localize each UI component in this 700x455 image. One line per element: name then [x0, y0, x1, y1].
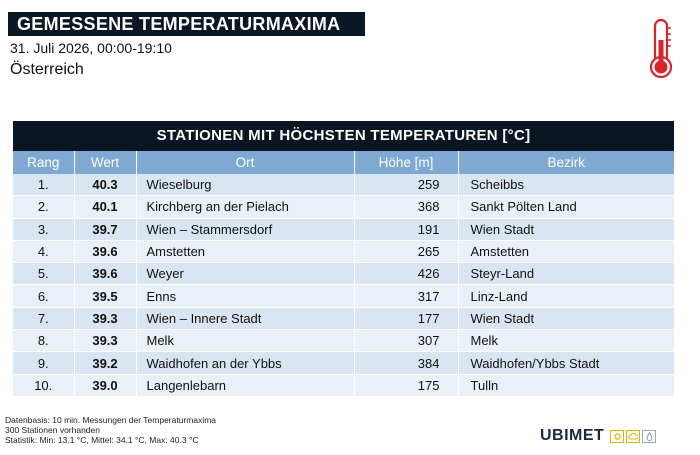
table-row: 9. 39.2 Waidhofen an der Ybbs 384 Waidhofen/…	[13, 351, 674, 375]
cell-rang: 7.	[13, 307, 75, 331]
footer-line: Statistik: Min: 13.1 °C, Mittel: 34.1 °C…	[5, 435, 199, 445]
cell-wert: 39.3	[74, 307, 137, 331]
cell-bezirk: Steyr-Land	[458, 262, 674, 286]
table-row: 1. 40.3 Wieselburg 259 Scheibbs	[13, 174, 674, 197]
cell-wert: 39.0	[74, 374, 137, 397]
table-title: STATIONEN MIT HÖCHSTEN TEMPERATUREN [°C]	[13, 121, 674, 151]
cell-hoehe: 259	[354, 174, 459, 197]
cell-wert: 40.3	[74, 174, 137, 197]
cell-hoehe: 426	[354, 262, 459, 286]
table-row: 7. 39.3 Wien – Innere Stadt 177 Wien Stadt	[13, 307, 674, 331]
footer-line: 300 Stationen vorhanden	[5, 425, 100, 435]
cell-ort: Langenlebarn	[136, 374, 355, 397]
cell-wert: 39.6	[74, 240, 137, 264]
column-header-wert: Wert	[74, 151, 137, 174]
cell-ort: Melk	[136, 329, 355, 353]
cell-bezirk: Linz-Land	[458, 284, 674, 308]
stations-table: STATIONEN MIT HÖCHSTEN TEMPERATUREN [°C]…	[13, 121, 674, 397]
cell-wert: 39.7	[74, 218, 137, 241]
brand-name: UBIMET	[540, 427, 605, 444]
table-row: 4. 39.6 Amstetten 265 Amstetten	[13, 240, 674, 264]
cell-bezirk: Melk	[458, 329, 674, 353]
cell-rang: 2.	[13, 195, 75, 219]
table-row: 2. 40.1 Kirchberg an der Pielach 368 Sankt P…	[13, 195, 674, 219]
cell-rang: 3.	[13, 218, 75, 241]
table-row: 8. 39.3 Melk 307 Melk	[13, 329, 674, 353]
footer-notes: Datenbasis: 10 min. Messungen der Temper…	[5, 415, 216, 445]
cell-rang: 8.	[13, 329, 75, 353]
cell-rang: 6.	[13, 284, 75, 308]
cell-bezirk: Tulln	[458, 374, 674, 397]
cell-ort: Enns	[136, 284, 355, 308]
date-range: 31. Juli 2026, 00:00-19:10	[10, 40, 172, 56]
cell-rang: 1.	[13, 174, 75, 197]
cell-wert: 39.5	[74, 284, 137, 308]
cloud-icon	[626, 429, 641, 443]
cell-bezirk: Wien Stadt	[458, 218, 674, 241]
cell-ort: Weyer	[136, 262, 355, 286]
footer-line: Datenbasis: 10 min. Messungen der Temper…	[5, 415, 217, 425]
thermometer-icon	[649, 18, 673, 79]
cell-wert: 40.1	[74, 195, 137, 219]
cell-ort: Waidhofen an der Ybbs	[136, 351, 355, 375]
cell-wert: 39.3	[74, 329, 137, 353]
cell-rang: 5.	[13, 262, 75, 286]
table-row: 6. 39.5 Enns 317 Linz-Land	[13, 284, 674, 308]
cell-bezirk: Amstetten	[458, 240, 674, 264]
table-header-row: Rang Wert Ort Höhe [m] Bezirk	[13, 151, 674, 174]
cell-bezirk: Scheibbs	[458, 174, 674, 197]
cell-hoehe: 384	[354, 351, 459, 375]
cell-hoehe: 307	[354, 329, 459, 353]
cell-hoehe: 265	[354, 240, 459, 264]
cell-wert: 39.6	[74, 262, 137, 286]
column-header-ort: Ort	[136, 151, 355, 174]
sun-icon	[610, 429, 625, 443]
cell-wert: 39.2	[74, 351, 137, 375]
cell-hoehe: 191	[354, 218, 459, 241]
column-header-hoehe: Höhe [m]	[354, 151, 459, 174]
cell-rang: 9.	[13, 351, 75, 375]
cell-bezirk: Waidhofen/Ybbs Stadt	[458, 351, 674, 375]
cell-rang: 10.	[13, 374, 75, 397]
table-row: 3. 39.7 Wien – Stammersdorf 191 Wien Stadt	[13, 218, 674, 241]
page-title: GEMESSENE TEMPERATURMAXIMA	[8, 12, 365, 36]
cell-hoehe: 317	[354, 284, 459, 308]
table-row: 10. 39.0 Langenlebarn 175 Tulln	[13, 374, 674, 397]
temperature-table: Rang Wert Ort Höhe [m] Bezirk 1. 40.3 Wies…	[13, 151, 674, 397]
table-row: 5. 39.6 Weyer 426 Steyr-Land	[13, 262, 674, 286]
cell-rang: 4.	[13, 240, 75, 264]
cell-hoehe: 175	[354, 374, 459, 397]
cell-ort: Amstetten	[136, 240, 355, 264]
cell-ort: Wien – Stammersdorf	[136, 218, 355, 241]
cell-hoehe: 368	[354, 195, 459, 219]
cell-hoehe: 177	[354, 307, 459, 331]
cell-bezirk: Wien Stadt	[458, 307, 674, 331]
cell-bezirk: Sankt Pölten Land	[458, 195, 674, 219]
brand-logo: UBIMET	[540, 427, 657, 445]
column-header-rang: Rang	[13, 151, 75, 174]
cell-ort: Kirchberg an der Pielach	[136, 195, 355, 219]
cell-ort: Wieselburg	[136, 174, 355, 197]
column-header-bezirk: Bezirk	[458, 151, 674, 174]
snow-icon	[642, 429, 657, 443]
cell-ort: Wien – Innere Stadt	[136, 307, 355, 331]
region-label: Österreich	[10, 61, 84, 78]
